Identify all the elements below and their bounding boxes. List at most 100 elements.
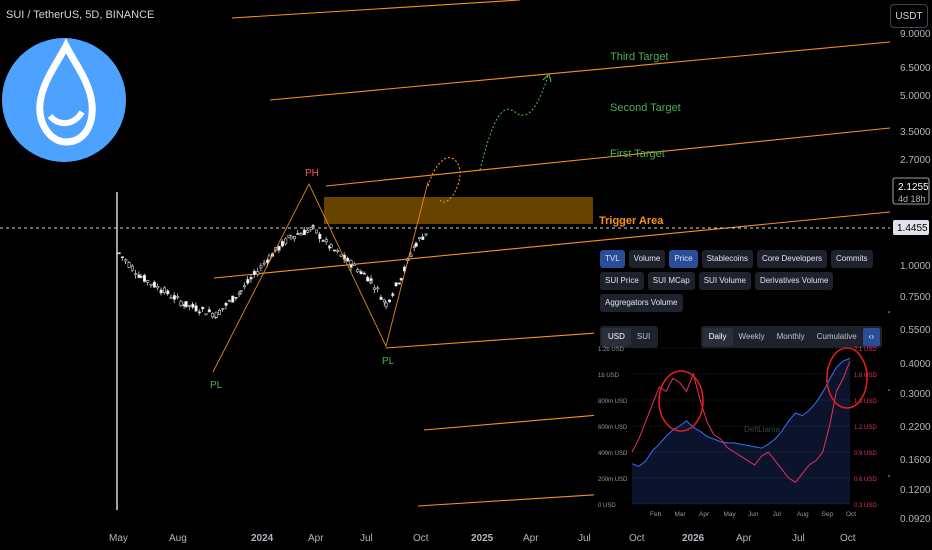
last-price-value: 2.1255 [898, 182, 929, 193]
candle [239, 290, 243, 292]
metric-tab[interactable]: Price [669, 250, 698, 268]
crosshair-price-tag [893, 220, 929, 235]
candle [382, 299, 386, 303]
candle [384, 302, 388, 307]
drop-icon [36, 38, 96, 146]
candle [176, 296, 180, 298]
candle [321, 240, 325, 242]
swing-zigzag [212, 181, 429, 373]
watermark: DefiLlama [744, 425, 781, 434]
price-tick: 0.1200 [900, 485, 931, 496]
month-label: Apr [699, 511, 710, 518]
time-label: 2025 [471, 533, 494, 544]
time-label: Apr [736, 533, 752, 544]
candle [139, 276, 143, 278]
candle [237, 292, 241, 295]
metric-tab[interactable]: SUI Volume [698, 272, 751, 290]
candle [349, 264, 353, 268]
candle [169, 296, 173, 299]
candle [207, 309, 211, 313]
candle [352, 263, 356, 266]
metric-tab[interactable]: Stablecoins [701, 250, 753, 268]
candle [324, 239, 328, 243]
candles [117, 223, 428, 319]
trigger-area-label: Trigger Area [599, 215, 664, 227]
candle [256, 271, 260, 275]
candle [421, 236, 425, 240]
price-tick: 0.2200 [900, 422, 931, 433]
metric-tab[interactable]: SUI MCap [647, 272, 695, 290]
metric-tab[interactable]: Commits [830, 250, 873, 268]
period-option[interactable]: Monthly [776, 332, 805, 341]
candle [267, 255, 271, 261]
price-tick: 0.7500 [900, 292, 931, 303]
highlight-circle [826, 347, 868, 409]
candle [156, 285, 160, 289]
candle [414, 242, 418, 247]
candle [299, 233, 303, 236]
left-axis-tick: 0 USD [598, 503, 616, 509]
last-price-tag [892, 177, 930, 205]
first-target-label: First Target [610, 148, 665, 160]
candle [329, 244, 333, 248]
month-label: Oct [846, 511, 856, 518]
candle [201, 306, 205, 310]
candle [214, 311, 218, 318]
currency-button[interactable]: USDT [890, 4, 928, 28]
candle [204, 313, 208, 316]
period-option[interactable]: Daily [702, 328, 733, 346]
time-label: Aug [169, 533, 187, 544]
left-axis-tick: 1b USD [598, 373, 620, 379]
time-label: 2026 [682, 533, 705, 544]
candle [121, 256, 125, 259]
pl-label-2: PL [382, 356, 395, 367]
candle [218, 310, 222, 315]
period-option[interactable]: Weekly [738, 332, 765, 341]
metric-tab[interactable]: Aggregators Volume [600, 294, 683, 312]
candle [359, 271, 363, 275]
candle [166, 290, 170, 295]
drop-inner [47, 110, 85, 126]
projection-orange [427, 157, 461, 203]
time-label: Oct [629, 533, 645, 544]
period-toggle: Daily Weekly Monthly Cumulative ‹› [700, 326, 882, 348]
metric-tab[interactable]: TVL [600, 250, 625, 268]
right-axis-tick: 0.9 USD [854, 451, 877, 457]
candle [309, 227, 313, 230]
candle [259, 265, 263, 269]
currency-toggle: USD SUI [600, 326, 659, 348]
candle [336, 250, 340, 252]
symbol-header: SUI / TetherUS, 5D, BINANCE [6, 9, 155, 21]
time-label: Apr [523, 533, 539, 544]
price-tick: 0.4000 [900, 359, 931, 370]
embed-icon[interactable]: ‹› [862, 328, 880, 346]
candle [188, 304, 192, 307]
period-option[interactable]: Cumulative [816, 332, 857, 341]
currency-option[interactable]: SUI [636, 332, 651, 341]
price-tick: 3.5000 [900, 127, 931, 138]
metric-tab[interactable]: SUI Price [600, 272, 644, 290]
candle [292, 236, 296, 240]
candle [152, 281, 156, 288]
candle [159, 289, 163, 294]
candle [243, 285, 247, 288]
price-tick: 0.1600 [900, 455, 931, 466]
metric-tab[interactable]: Volume [628, 250, 666, 268]
left-axis-tick: 600m USD [598, 425, 628, 431]
candle [302, 229, 306, 235]
candle [409, 254, 413, 257]
projection-green [479, 75, 549, 171]
month-label: May [724, 511, 737, 518]
candle [332, 249, 336, 252]
currency-option[interactable]: USD [602, 328, 631, 346]
candle [394, 282, 398, 287]
candle [372, 287, 376, 290]
candle [306, 230, 310, 233]
metric-tab[interactable]: Derivatives Volume [754, 272, 834, 290]
candle [143, 274, 147, 282]
candle [163, 287, 167, 293]
metric-tab[interactable]: Core Developers [756, 250, 827, 268]
metric-tabs: TVL Volume Price Stablecoins Core Developers… [594, 246, 888, 316]
arrow-head [542, 72, 552, 83]
